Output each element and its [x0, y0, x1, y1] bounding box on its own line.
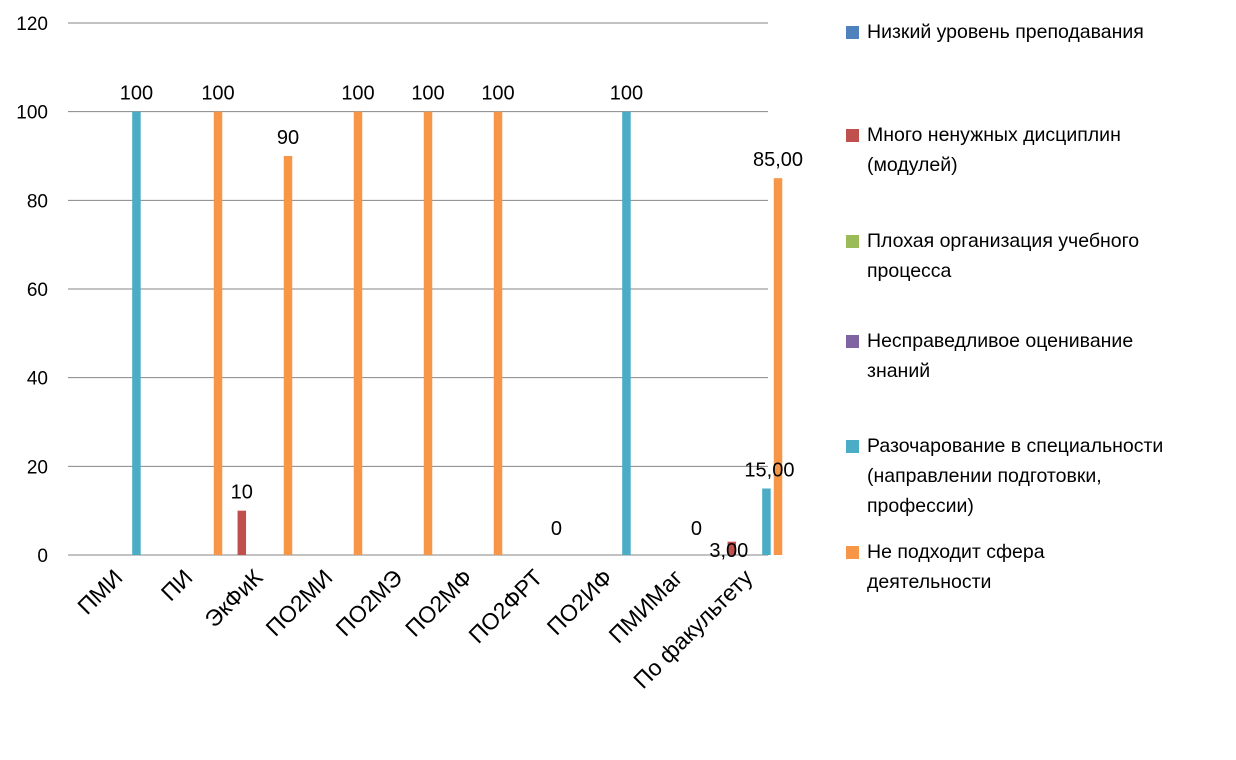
bar: [237, 510, 247, 555]
data-label: 100: [481, 83, 514, 105]
legend-label: Низкий уровень преподавания: [867, 21, 1144, 43]
x-tick-label: ПО2МИ: [261, 564, 338, 641]
data-label: 0: [691, 518, 702, 540]
x-tick-label: По факультету: [628, 564, 758, 694]
bar: [283, 156, 293, 555]
legend: Низкий уровень преподавания Много ненужн…: [846, 0, 1236, 760]
x-tick-label: ПМИ: [72, 564, 127, 619]
y-tick-label: 40: [27, 369, 48, 390]
gridlines: [68, 22, 768, 467]
data-label: 0: [551, 518, 562, 540]
legend-label: Плохая организация учебного процесса: [867, 230, 1140, 282]
bar: [762, 488, 771, 555]
legend-swatch: [846, 335, 859, 348]
y-tick-label: 120: [16, 14, 48, 35]
bar: [493, 111, 503, 556]
x-tick-label: ЭкФиК: [199, 564, 268, 633]
bar: [727, 541, 737, 555]
bar: [213, 111, 223, 556]
y-tick-label: 100: [16, 103, 48, 124]
legend-swatch: [846, 235, 859, 248]
legend-swatch: [846, 440, 859, 453]
legend-swatch: [846, 26, 859, 39]
data-label: 100: [201, 83, 234, 105]
data-label: 100: [411, 83, 444, 105]
legend-label: Разочарование в специальности (направлен…: [867, 435, 1164, 517]
y-axis-ticks: 0 20 40 60 80 100 120: [16, 14, 48, 567]
y-tick-label: 60: [27, 280, 48, 301]
bars: [132, 111, 783, 556]
x-tick-label: ПО2МЭ: [331, 564, 408, 641]
data-label: 90: [277, 127, 299, 149]
chart: 0 20 40 60 80 100 120 10 3,00 100 0 100 0 15,00 100 90…: [16, 14, 803, 694]
data-label: 100: [610, 83, 643, 105]
legend-label: Несправедливое оценивание знаний: [867, 330, 1134, 382]
bar: [773, 178, 783, 555]
data-label: 15,00: [744, 460, 794, 482]
x-tick-label: ПО2ФРТ: [463, 564, 547, 648]
bar: [622, 111, 631, 556]
legend-label: Не подходит сфера деятельности: [867, 541, 1045, 593]
legend-swatch: [846, 546, 859, 559]
bar: [132, 111, 141, 556]
data-labels: 10 3,00 100 0 100 0 15,00 100 90 100 100 100 85,00: [120, 83, 803, 562]
bar: [353, 111, 363, 556]
y-tick-label: 20: [27, 457, 48, 478]
y-tick-label: 80: [27, 191, 48, 212]
data-label: 100: [341, 83, 374, 105]
x-tick-label: ПИ: [156, 564, 198, 606]
data-label: 3,00: [709, 540, 748, 562]
x-axis-ticks: ПМИ ПИ ЭкФиКПО2МИПО2МЭПО2МФПО2ФРТПО2ИФПМИМ…: [72, 564, 758, 694]
bar: [423, 111, 433, 556]
legend-swatch: [846, 129, 859, 142]
data-label: 100: [120, 83, 153, 105]
data-label: 10: [231, 482, 253, 504]
legend-label: Много ненужных дисциплин (модулей): [867, 124, 1121, 176]
data-label: 85,00: [753, 149, 803, 171]
y-tick-label: 0: [37, 546, 48, 567]
